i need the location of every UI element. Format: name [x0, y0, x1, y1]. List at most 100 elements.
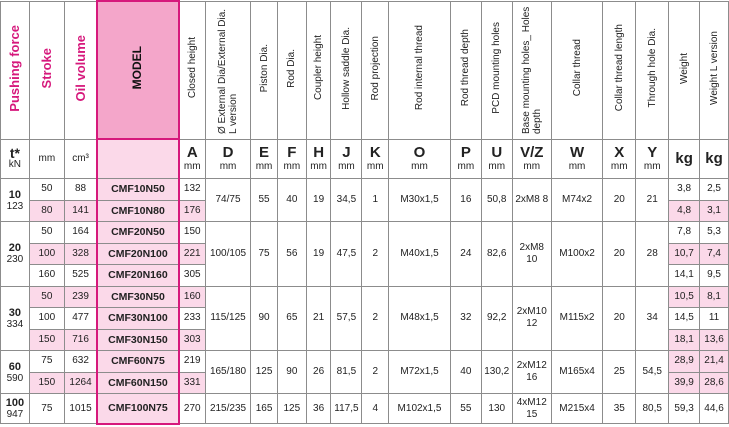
- oil-cell: 632: [63, 350, 98, 373]
- piston-dia-cell: 75: [250, 221, 278, 287]
- force-cell: 30 334: [0, 285, 30, 351]
- oil-cell: 716: [63, 328, 98, 351]
- unit-force: t* kN: [0, 138, 30, 179]
- through-hole-cell: 28: [635, 221, 670, 287]
- table-row: 10 123 50 88 CMF10N50 132 74/75 55 40 19 …: [0, 178, 729, 222]
- external-dia-cell: 215/235: [204, 393, 252, 424]
- base-holes-cell: 2xM8 8: [511, 178, 552, 222]
- col-header-collar-thread-length: Collar thread length: [602, 0, 637, 140]
- table-row: 20 230 50 164 CMF20N50 150 100/105 75 56 …: [0, 221, 729, 287]
- unit-weight: kg: [668, 138, 701, 179]
- coupler-height-cell: 36: [305, 393, 332, 424]
- col-header-rod-thread-depth: Rod thread depth: [449, 0, 482, 140]
- model-cell: CMF60N150: [96, 371, 180, 394]
- through-hole-cell: 80,5: [635, 393, 670, 424]
- collar-thread-cell: M215x4: [550, 393, 604, 424]
- force-cell: 60 590: [0, 350, 30, 394]
- table-row: 30 334 50 239 CMF30N50 160 115/125 90 65 …: [0, 285, 729, 351]
- weight-l-cell: 8,1: [699, 285, 729, 308]
- col-header-stroke: Stroke: [28, 0, 65, 140]
- stroke-cell: 75: [28, 393, 65, 424]
- rod-dia-cell: 90: [276, 350, 307, 394]
- collar-length-cell: 35: [602, 393, 637, 424]
- unit-VZ: V/Z mm: [511, 138, 552, 179]
- rod-thread-depth-cell: 24: [449, 221, 482, 287]
- model-cell: CMF30N150: [96, 328, 180, 351]
- weight-cell: 14,1: [668, 264, 701, 287]
- col-header-hollow-saddle-dia: Hollow saddle Dia.: [330, 0, 363, 140]
- unit-stroke: mm: [28, 138, 65, 179]
- closed-height-cell: 219: [178, 350, 206, 373]
- table-row: 150 716 CMF30N150 303 18,1 13,6: [1, 328, 729, 351]
- closed-height-cell: 270: [178, 393, 206, 424]
- oil-cell: 328: [63, 242, 98, 265]
- oil-cell: 141: [63, 199, 98, 222]
- col-header-weight: Weight: [668, 0, 701, 140]
- col-header-pcd-mounting-holes: PCD mounting holes: [480, 0, 513, 140]
- weight-l-cell: 11: [699, 307, 729, 330]
- model-cell: CMF30N100: [96, 307, 180, 330]
- weight-cell: 4,8: [668, 199, 701, 222]
- model-cell: CMF10N50: [96, 178, 180, 201]
- collar-length-cell: 20: [602, 178, 637, 222]
- weight-l-cell: 3,1: [699, 199, 729, 222]
- col-header-coupler-height: Coupler height: [305, 0, 332, 140]
- through-hole-cell: 21: [635, 178, 670, 222]
- table-row: 150 1264 CMF60N150 331 39,9 28,6: [1, 371, 729, 394]
- collar-length-cell: 20: [602, 221, 637, 287]
- weight-cell: 10,7: [668, 242, 701, 265]
- piston-dia-cell: 165: [250, 393, 278, 424]
- col-header-external-dia: Ø External Dia/External Dia. L version: [204, 0, 252, 140]
- coupler-height-cell: 19: [305, 178, 332, 222]
- oil-cell: 1264: [63, 371, 98, 394]
- stroke-cell: 50: [28, 221, 65, 244]
- weight-l-cell: 9,5: [699, 264, 729, 287]
- rod-thread-depth-cell: 55: [449, 393, 482, 424]
- col-header-collar-thread: Collar thread: [550, 0, 604, 140]
- model-cell: CMF60N75: [96, 350, 180, 373]
- pcd-cell: 82,6: [480, 221, 513, 287]
- base-holes-cell: 2xM12 16: [511, 350, 552, 394]
- unit-model: [96, 138, 180, 179]
- stroke-cell: 50: [28, 285, 65, 308]
- saddle-dia-cell: 47,5: [330, 221, 363, 287]
- through-hole-cell: 54,5: [635, 350, 670, 394]
- model-cell: CMF10N80: [96, 199, 180, 222]
- model-cell: CMF20N160: [96, 264, 180, 287]
- saddle-dia-cell: 117,5: [330, 393, 363, 424]
- rod-dia-cell: 125: [276, 393, 307, 424]
- weight-cell: 18,1: [668, 328, 701, 351]
- weight-cell: 3,8: [668, 178, 701, 201]
- table-row: 100 477 CMF30N100 233 14,5 11: [1, 307, 729, 330]
- closed-height-cell: 331: [178, 371, 206, 394]
- weight-cell: 14,5: [668, 307, 701, 330]
- weight-l-cell: 28,6: [699, 371, 729, 394]
- table-row: 100 947 75 1015 CMF100N75 270 215/235 165…: [0, 393, 729, 425]
- weight-cell: 59,3: [668, 393, 701, 424]
- oil-cell: 525: [63, 264, 98, 287]
- closed-height-cell: 303: [178, 328, 206, 351]
- closed-height-cell: 160: [178, 285, 206, 308]
- rod-thread-depth-cell: 40: [449, 350, 482, 394]
- table-row: 160 525 CMF20N160 305 14,1 9,5: [1, 264, 729, 287]
- oil-cell: 164: [63, 221, 98, 244]
- stroke-cell: 80: [28, 199, 65, 222]
- oil-cell: 477: [63, 307, 98, 330]
- oil-cell: 88: [63, 178, 98, 201]
- force-cell: 100 947: [0, 393, 30, 424]
- coupler-height-cell: 21: [305, 285, 332, 351]
- rod-dia-cell: 40: [276, 178, 307, 222]
- pcd-cell: 130,2: [480, 350, 513, 394]
- stroke-cell: 160: [28, 264, 65, 287]
- closed-height-cell: 132: [178, 178, 206, 201]
